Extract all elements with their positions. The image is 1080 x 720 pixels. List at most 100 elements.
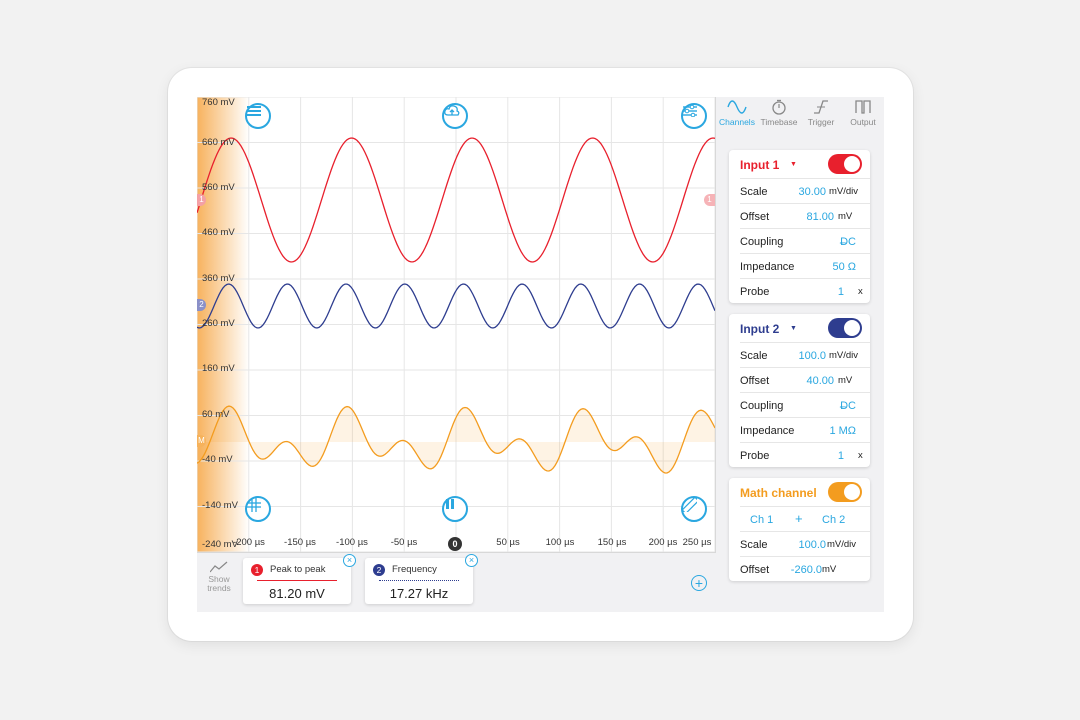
tab-label: Channels <box>719 117 755 127</box>
input1-toggle[interactable] <box>828 154 862 174</box>
measurement-number-badge: 2 <box>373 564 385 576</box>
scope-canvas <box>197 97 715 552</box>
tab-label: Output <box>850 117 876 127</box>
scope-display[interactable]: 760 mV 660 mV 560 mV 460 mV 360 mV 260 m… <box>197 97 716 553</box>
measurements-bar: Show trends 1 Peak to peak 81.20 mV × 2 … <box>197 553 715 612</box>
measurement-underline <box>257 580 337 581</box>
grid-button[interactable] <box>245 496 271 522</box>
input2-probe-value[interactable]: 1 <box>837 450 844 462</box>
y-axis-label: -240 mV <box>202 539 238 550</box>
chevron-down-icon[interactable]: ▼ <box>790 161 797 168</box>
math-trace-fill <box>197 406 715 473</box>
close-measurement-icon[interactable]: × <box>465 554 478 567</box>
scale-label: Scale <box>740 539 768 551</box>
impedance-label: Impedance <box>740 425 795 437</box>
tab-output[interactable]: Output <box>842 99 884 127</box>
input1-title[interactable]: Input 1 <box>740 158 780 172</box>
input1-scale-value[interactable]: 30.00 <box>798 186 826 198</box>
x-axis-label: -100 µs <box>336 537 368 548</box>
probe-unit: x <box>858 450 863 461</box>
trend-chart-icon <box>209 561 228 573</box>
tab-label: Timebase <box>760 117 798 127</box>
grid-icon <box>247 498 261 512</box>
math-trace <box>197 405 715 474</box>
input2-offset-value[interactable]: 40.00 <box>806 375 834 387</box>
math-offset-marker[interactable]: M <box>197 435 206 447</box>
input2-card: Input 2 ▼ Scale 100.0 mV/div Offset 40.0… <box>729 314 870 467</box>
input1-probe-value[interactable]: 1 <box>837 286 844 298</box>
sine-wave-icon <box>727 100 747 114</box>
sliders-icon <box>683 105 697 117</box>
x-axis-label: 100 µs <box>545 537 575 548</box>
offset-unit: mV <box>838 211 853 222</box>
scope-traces <box>197 137 715 474</box>
math-offset-value[interactable]: -260.0 <box>790 564 822 576</box>
probe-unit: x <box>858 286 863 297</box>
show-trends-button[interactable]: Show trends <box>203 561 235 593</box>
tab-trigger[interactable]: Trigger <box>800 99 842 127</box>
offset-unit: mV <box>838 375 853 386</box>
measurement-value: 17.27 kHz <box>389 586 449 601</box>
offset-label: Offset <box>740 564 770 576</box>
math-marker-label: M <box>198 436 205 445</box>
stopwatch-icon <box>772 99 786 115</box>
settings-button[interactable] <box>681 103 707 129</box>
x-axis-label: -50 µs <box>390 537 418 548</box>
offset-label: Offset <box>740 211 770 223</box>
add-measurement-button[interactable]: + <box>691 575 707 591</box>
scale-unit: mV/div <box>829 350 859 361</box>
offset-unit: mV <box>822 564 837 575</box>
math-scale-value[interactable]: 100.0 <box>798 539 826 551</box>
input2-scale-value[interactable]: 100.0 <box>798 350 826 362</box>
tab-channels[interactable]: Channels <box>716 99 758 127</box>
settings-panel: Channels Timebase Trigger Output Input 1… <box>716 97 884 612</box>
scale-label: Scale <box>740 186 768 198</box>
y-axis-label: -140 mV <box>202 500 238 511</box>
measurement-card[interactable]: 2 Frequency 17.27 kHz × <box>365 554 478 604</box>
measurement-card[interactable]: 1 Peak to peak 81.20 mV × <box>243 554 356 604</box>
input1-coupling-value[interactable]: DC <box>840 236 856 248</box>
math-channel-toggle[interactable] <box>828 482 862 502</box>
input2-toggle[interactable] <box>828 318 862 338</box>
ruler-icon <box>683 498 697 512</box>
input1-offset-value[interactable]: 81.00 <box>806 211 834 223</box>
input2-title[interactable]: Input 2 <box>740 322 780 336</box>
dc-coupling-icon: ⎓ <box>839 238 846 247</box>
chevron-down-icon[interactable]: ▼ <box>790 325 797 332</box>
input2-coupling-value[interactable]: DC <box>840 400 856 412</box>
input2-impedance-value[interactable]: 1 MΩ <box>829 425 856 437</box>
y-axis-label: 760 mV <box>202 97 235 108</box>
math-operator[interactable]: + <box>795 511 803 526</box>
square-wave-icon <box>855 100 871 114</box>
close-measurement-icon[interactable]: × <box>343 554 356 567</box>
cloud-upload-button[interactable] <box>442 103 468 129</box>
pause-button[interactable] <box>442 496 468 522</box>
y-axis-label: 160 mV <box>202 363 235 374</box>
cloud-upload-icon <box>444 105 460 116</box>
input1-card: Input 1 ▼ Scale 30.00 mV/div Offset 81.0… <box>729 150 870 303</box>
ch1-trigger-level-marker[interactable]: 1 <box>704 194 715 206</box>
measurement-value: 81.20 mV <box>269 586 325 601</box>
scope-grid <box>197 97 715 552</box>
ch1-offset-marker[interactable]: 1 <box>197 194 206 206</box>
input1-impedance-value[interactable]: 50 Ω <box>832 261 856 273</box>
measure-button[interactable] <box>681 496 707 522</box>
scale-unit: mV/div <box>829 186 859 197</box>
x-axis-label: -150 µs <box>284 537 316 548</box>
tab-label: Trigger <box>807 117 835 127</box>
y-axis-label: 60 mV <box>202 409 230 420</box>
x-axis-label: 50 µs <box>496 537 520 548</box>
math-operand-a[interactable]: Ch 1 <box>750 514 774 526</box>
trigger-position-marker[interactable]: 0 <box>448 537 462 551</box>
app-screen: 760 mV 660 mV 560 mV 460 mV 360 mV 260 m… <box>197 97 884 612</box>
menu-button[interactable] <box>245 103 271 129</box>
probe-label: Probe <box>740 450 770 462</box>
math-operand-b[interactable]: Ch 2 <box>822 514 846 526</box>
tab-timebase[interactable]: Timebase <box>758 99 800 127</box>
ch2-offset-marker[interactable]: 2 <box>197 299 206 311</box>
x-axis-label: 150 µs <box>597 537 627 548</box>
dc-coupling-icon: ⎓ <box>839 402 846 411</box>
y-axis-label: 660 mV <box>202 137 235 148</box>
y-axis-label: 360 mV <box>202 273 235 284</box>
y-axis-label: 260 mV <box>202 318 235 329</box>
